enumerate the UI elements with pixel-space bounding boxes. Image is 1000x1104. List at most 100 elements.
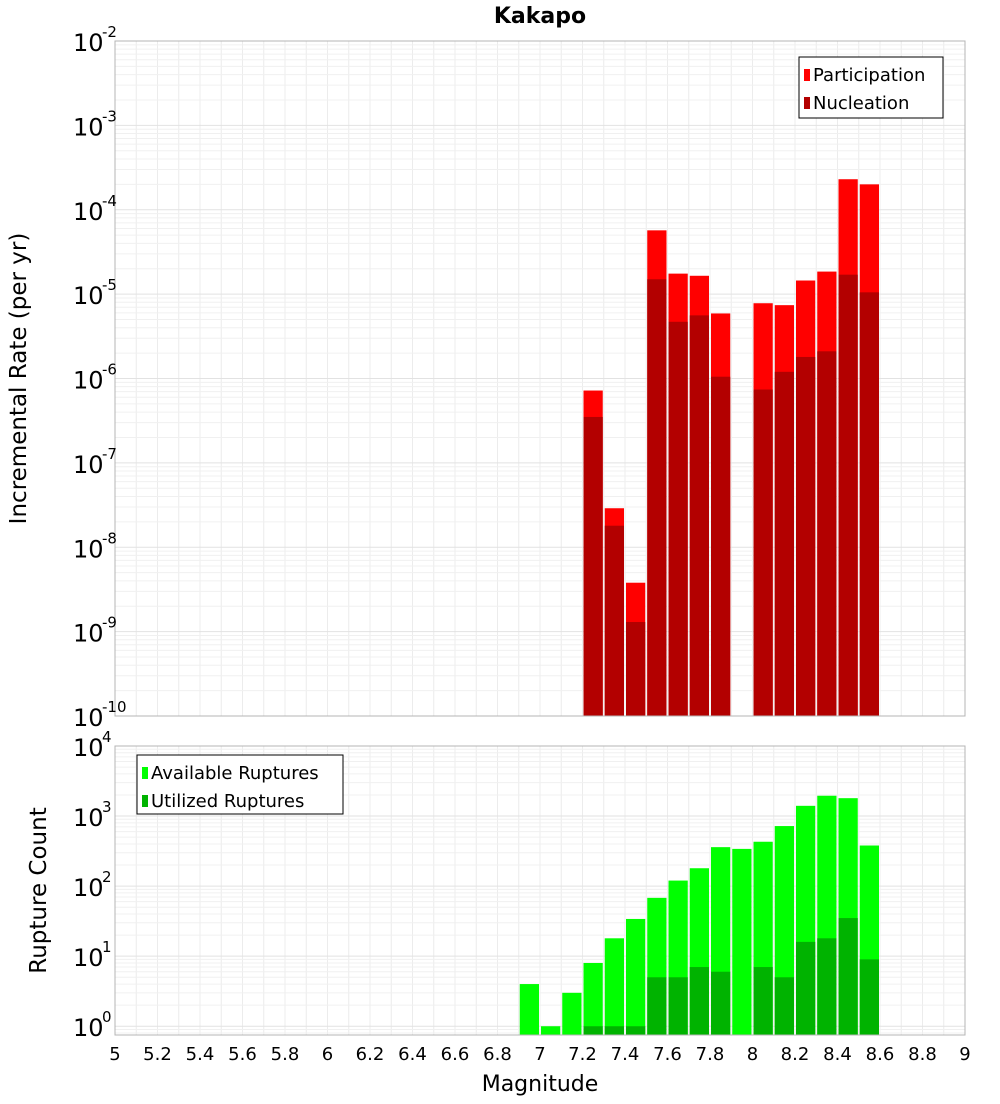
x-tick-label: 8.6 xyxy=(866,1044,895,1065)
bar-available-ruptures xyxy=(604,938,624,1035)
bar-utilized-ruptures xyxy=(689,967,709,1035)
y-tick-base: 10 xyxy=(73,1014,104,1042)
series-1-1 xyxy=(583,918,879,1035)
legend-item: Utilized Ruptures xyxy=(142,791,304,812)
legend-swatch xyxy=(142,767,148,779)
y-tick-base: 10 xyxy=(73,535,104,563)
y-tick-base: 10 xyxy=(73,804,104,832)
bar-nucleation xyxy=(689,315,709,716)
x-tick-label: 6 xyxy=(322,1044,333,1065)
y-tick-exponent: 0 xyxy=(102,1008,112,1026)
legend-item: Nucleation xyxy=(804,93,909,114)
x-tick-label: 8 xyxy=(747,1044,758,1065)
legend-label: Participation xyxy=(813,65,925,86)
legend-label: Utilized Ruptures xyxy=(151,791,304,812)
bar-utilized-ruptures xyxy=(838,918,858,1035)
legend-item: Participation xyxy=(804,65,925,86)
y-tick-label: 100 xyxy=(73,1008,112,1042)
bar-utilized-ruptures xyxy=(668,977,688,1035)
legend-1: Available Ruptures Utilized Ruptures xyxy=(136,754,344,815)
y-tick-exponent: -4 xyxy=(102,192,117,210)
y-tick-exponent: -5 xyxy=(102,276,117,294)
bar-available-ruptures xyxy=(626,918,646,1035)
y-tick-exponent: 4 xyxy=(102,728,112,746)
y-tick-label: 10-3 xyxy=(73,107,117,141)
y-tick-label: 104 xyxy=(73,728,112,762)
bar-utilized-ruptures xyxy=(604,1026,624,1035)
x-tick-label: 5.4 xyxy=(186,1044,215,1065)
y-tick-exponent: -3 xyxy=(102,107,117,125)
bar-available-ruptures xyxy=(732,848,752,1035)
x-tick-label: 8.8 xyxy=(908,1044,937,1065)
y-tick-label: 10-2 xyxy=(73,23,117,57)
x-tick-label: 6.6 xyxy=(441,1044,470,1065)
y-tick-base: 10 xyxy=(73,944,104,972)
y-tick-label: 102 xyxy=(73,868,112,902)
bar-nucleation xyxy=(838,274,858,716)
x-tick-label: 6.2 xyxy=(356,1044,385,1065)
y-axis-label: Incremental Rate (per yr) xyxy=(6,233,32,525)
legend-box xyxy=(798,56,944,119)
legend-swatch xyxy=(804,97,810,109)
legend-0: Participation Nucleation xyxy=(798,56,944,119)
y-tick-label: 101 xyxy=(73,938,112,972)
y-tick-base: 10 xyxy=(73,451,104,479)
bar-nucleation xyxy=(753,389,773,716)
bar-available-ruptures xyxy=(541,1026,561,1035)
bar-utilized-ruptures xyxy=(626,1026,646,1035)
bar-utilized-ruptures xyxy=(774,977,794,1035)
y-tick-base: 10 xyxy=(73,874,104,902)
chart-title: Kakapo xyxy=(494,4,586,29)
x-tick-label: 6.4 xyxy=(398,1044,427,1065)
y-tick-exponent: -6 xyxy=(102,361,117,379)
y-tick-exponent: -10 xyxy=(102,698,127,716)
y-tick-exponent: 1 xyxy=(102,938,112,956)
y-tick-label: 10-8 xyxy=(73,529,117,563)
y-tick-base: 10 xyxy=(73,734,104,762)
bar-nucleation xyxy=(796,356,816,716)
bar-nucleation xyxy=(817,351,837,716)
x-tick-label: 5 xyxy=(109,1044,120,1065)
y-tick-base: 10 xyxy=(73,367,104,395)
y-tick-exponent: 3 xyxy=(102,798,112,816)
y-tick-exponent: -9 xyxy=(102,614,117,632)
bar-utilized-ruptures xyxy=(583,1026,603,1035)
x-tick-label: 7.2 xyxy=(568,1044,597,1065)
bar-nucleation xyxy=(583,416,603,716)
y-tick-exponent: -2 xyxy=(102,23,117,41)
x-tick-label: 8.4 xyxy=(823,1044,852,1065)
bar-available-ruptures xyxy=(583,962,603,1035)
x-tick-label: 5.6 xyxy=(228,1044,257,1065)
y-tick-label: 10-5 xyxy=(73,276,117,310)
plot-frame-1 xyxy=(114,745,966,1036)
y-tick-base: 10 xyxy=(73,282,104,310)
y-tick-base: 10 xyxy=(73,198,104,226)
y-tick-base: 10 xyxy=(73,29,104,57)
legend-swatch xyxy=(804,69,810,81)
legend-item: Available Ruptures xyxy=(142,763,319,784)
x-tick-label: 8.2 xyxy=(781,1044,810,1065)
y-axis-label: Rupture Count xyxy=(26,807,52,973)
x-axis-label: Magnitude xyxy=(482,1072,599,1097)
bar-utilized-ruptures xyxy=(817,938,837,1035)
bar-utilized-ruptures xyxy=(753,967,773,1035)
series-0-1 xyxy=(583,274,879,716)
legend-label: Nucleation xyxy=(813,93,909,114)
x-tick-label: 7.8 xyxy=(696,1044,725,1065)
bar-utilized-ruptures xyxy=(796,941,816,1035)
y-tick-label: 103 xyxy=(73,798,112,832)
x-tick-label: 7.4 xyxy=(611,1044,640,1065)
bar-nucleation xyxy=(711,376,731,716)
bar-nucleation xyxy=(647,279,667,716)
x-tick-label: 6.8 xyxy=(483,1044,512,1065)
bar-nucleation xyxy=(859,292,879,716)
y-tick-base: 10 xyxy=(73,113,104,141)
bar-nucleation xyxy=(774,371,794,716)
y-tick-label: 10-7 xyxy=(73,445,117,479)
y-tick-label: 10-10 xyxy=(73,698,127,732)
y-tick-label: 10-6 xyxy=(73,361,117,395)
bar-nucleation xyxy=(668,321,688,716)
x-tick-label: 9 xyxy=(959,1044,970,1065)
bar-available-ruptures xyxy=(562,992,582,1035)
